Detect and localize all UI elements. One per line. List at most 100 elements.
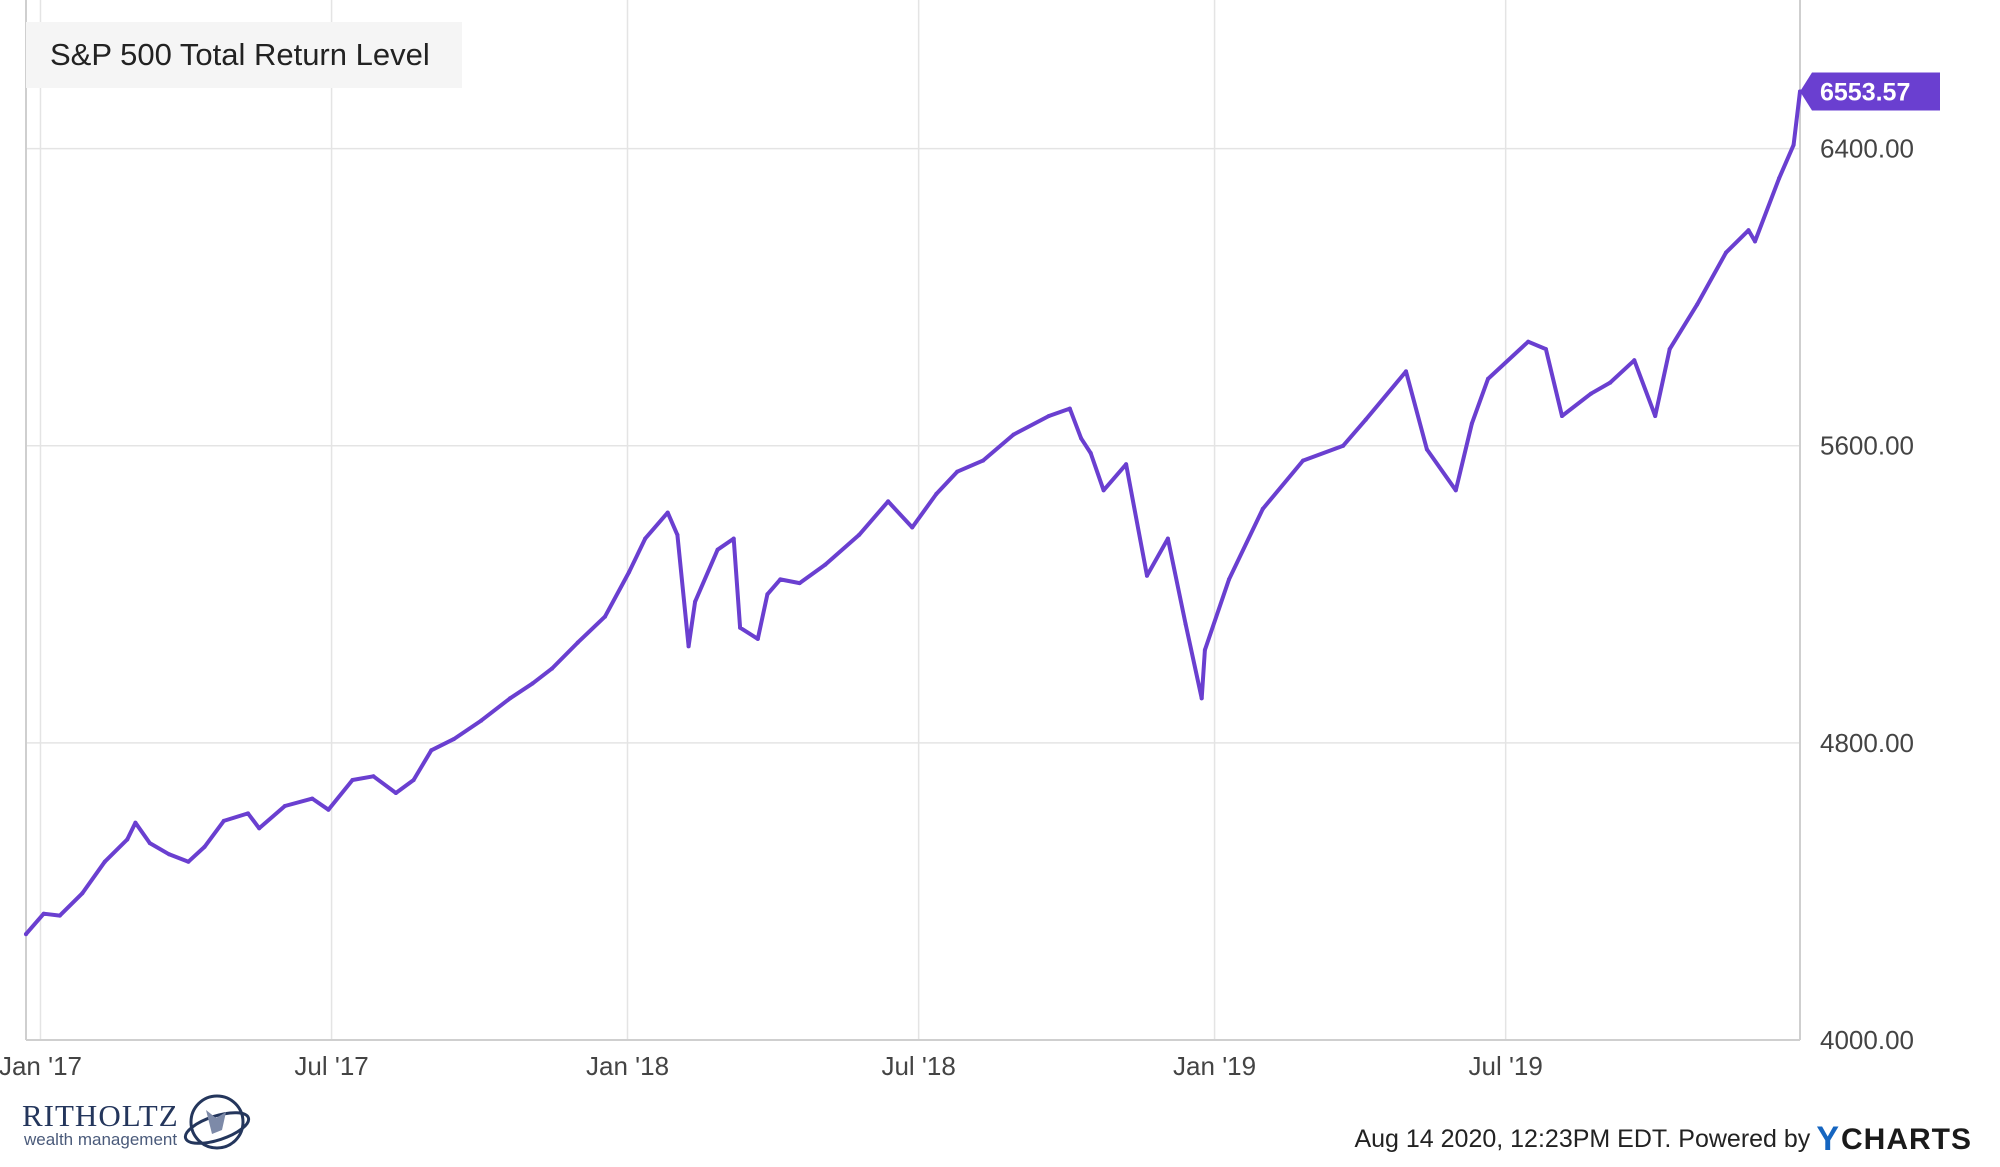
last-value-tag: 6553.57: [1800, 72, 1940, 111]
line-point: [643, 536, 648, 541]
line-point: [133, 820, 138, 825]
line-point: [1145, 573, 1149, 578]
line-point: [429, 748, 434, 753]
line-point: [221, 818, 226, 823]
x-tick-label: Jul '17: [294, 1051, 368, 1081]
grid-lines: [26, 0, 1800, 1041]
line-point: [125, 837, 130, 842]
line-point: [479, 718, 484, 723]
x-tick-label: Jan '18: [586, 1051, 669, 1081]
line-point: [1453, 488, 1458, 493]
last-value-label: 6553.57: [1820, 79, 1910, 107]
series-line: [24, 89, 1802, 937]
ritholtz-logo: RITHOLTZ wealth management: [22, 1090, 252, 1156]
line-point: [823, 562, 828, 567]
line-point: [246, 811, 250, 816]
line-point: [1695, 302, 1700, 307]
line-point: [1560, 414, 1564, 418]
line-point: [1753, 239, 1757, 244]
line-points: [24, 89, 1802, 937]
globe-icon: [183, 1094, 251, 1150]
line-point: [886, 499, 891, 504]
line-point: [575, 640, 580, 645]
x-tick-label: Jan '17: [0, 1051, 82, 1081]
line-point: [765, 592, 770, 597]
line-point: [1404, 369, 1408, 374]
line-point: [1724, 250, 1728, 255]
line-point: [371, 774, 376, 779]
x-axis-ticks: Jan '17 Jul '17 Jan '18 Jul '18 Jan '19 Jul '…: [0, 1051, 1543, 1081]
line-point: [257, 826, 262, 831]
line-point: [1046, 414, 1051, 418]
line-point: [1363, 417, 1368, 422]
line-point: [715, 547, 720, 552]
line-point: [1067, 406, 1072, 411]
line-point: [186, 859, 191, 864]
x-tick-label: Jul '18: [881, 1051, 955, 1081]
y-axis-ticks: 4000.00 4800.00 5600.00 6400.00: [1820, 134, 1914, 1055]
line-point: [1341, 443, 1346, 448]
line-point: [1183, 622, 1188, 626]
y-tick-label: 4000.00: [1820, 1025, 1914, 1055]
line-point: [693, 599, 698, 604]
line-point: [797, 581, 802, 586]
line-point: [1791, 142, 1796, 147]
line-point: [1653, 414, 1658, 418]
timestamp-text: Aug 14 2020, 12:23PM EDT. Powered by: [1354, 1125, 1811, 1153]
line-point: [910, 525, 915, 530]
line-point: [1260, 506, 1265, 511]
line-point: [350, 778, 355, 782]
line-point: [1165, 536, 1170, 541]
line-point: [1424, 447, 1429, 452]
line-point: [1588, 391, 1593, 396]
line-point: [1777, 176, 1782, 181]
brand-subtitle: wealth management: [24, 1130, 178, 1149]
chart-footer: Aug 14 2020, 12:23PM EDT. Powered by Y CH…: [1354, 1120, 1972, 1159]
chart-title: S&P 500 Total Return Level: [50, 37, 430, 72]
y-tick-label: 5600.00: [1820, 431, 1914, 461]
line-point: [41, 911, 46, 916]
line-point: [1227, 577, 1231, 582]
line-point: [627, 570, 632, 574]
line-point: [1101, 488, 1106, 493]
brand-name: RITHOLTZ: [22, 1098, 179, 1133]
line-point: [1079, 436, 1084, 441]
line-point: [1199, 696, 1204, 701]
line-point: [282, 804, 287, 808]
ycharts-logo[interactable]: Y CHARTS: [1816, 1120, 1972, 1159]
ycharts-wordmark: CHARTS: [1841, 1122, 1972, 1156]
line-point: [1746, 228, 1751, 233]
line-point: [1486, 376, 1490, 381]
line-point: [1469, 421, 1474, 426]
line-point: [1088, 451, 1093, 456]
line-point: [102, 859, 107, 864]
line-point: [1632, 358, 1637, 363]
line-point: [738, 625, 743, 630]
line-point: [326, 807, 331, 812]
line-point: [508, 696, 513, 701]
x-tick-label: Jan '19: [1173, 1051, 1256, 1081]
line-point: [1124, 462, 1129, 467]
line-point: [530, 681, 535, 686]
line-point: [981, 458, 985, 463]
line-point: [1526, 339, 1531, 344]
line-point: [955, 469, 960, 474]
line-point: [310, 796, 315, 801]
line-point: [686, 644, 691, 649]
line-point: [451, 737, 456, 742]
line-point: [1011, 432, 1016, 437]
line-point: [857, 532, 862, 537]
line-point: [755, 636, 760, 641]
chart-title-background: [26, 22, 462, 88]
y-tick-label: 6400.00: [1820, 134, 1914, 164]
line-point: [1202, 648, 1207, 652]
line-point: [934, 492, 939, 496]
line-point: [665, 510, 670, 515]
last-value-tag-shape: [1800, 72, 1940, 111]
x-tick-label: Jul '19: [1469, 1051, 1543, 1081]
line-point: [411, 778, 416, 782]
line-point: [1667, 347, 1672, 352]
line-point: [1301, 458, 1305, 463]
line-point: [202, 844, 207, 849]
